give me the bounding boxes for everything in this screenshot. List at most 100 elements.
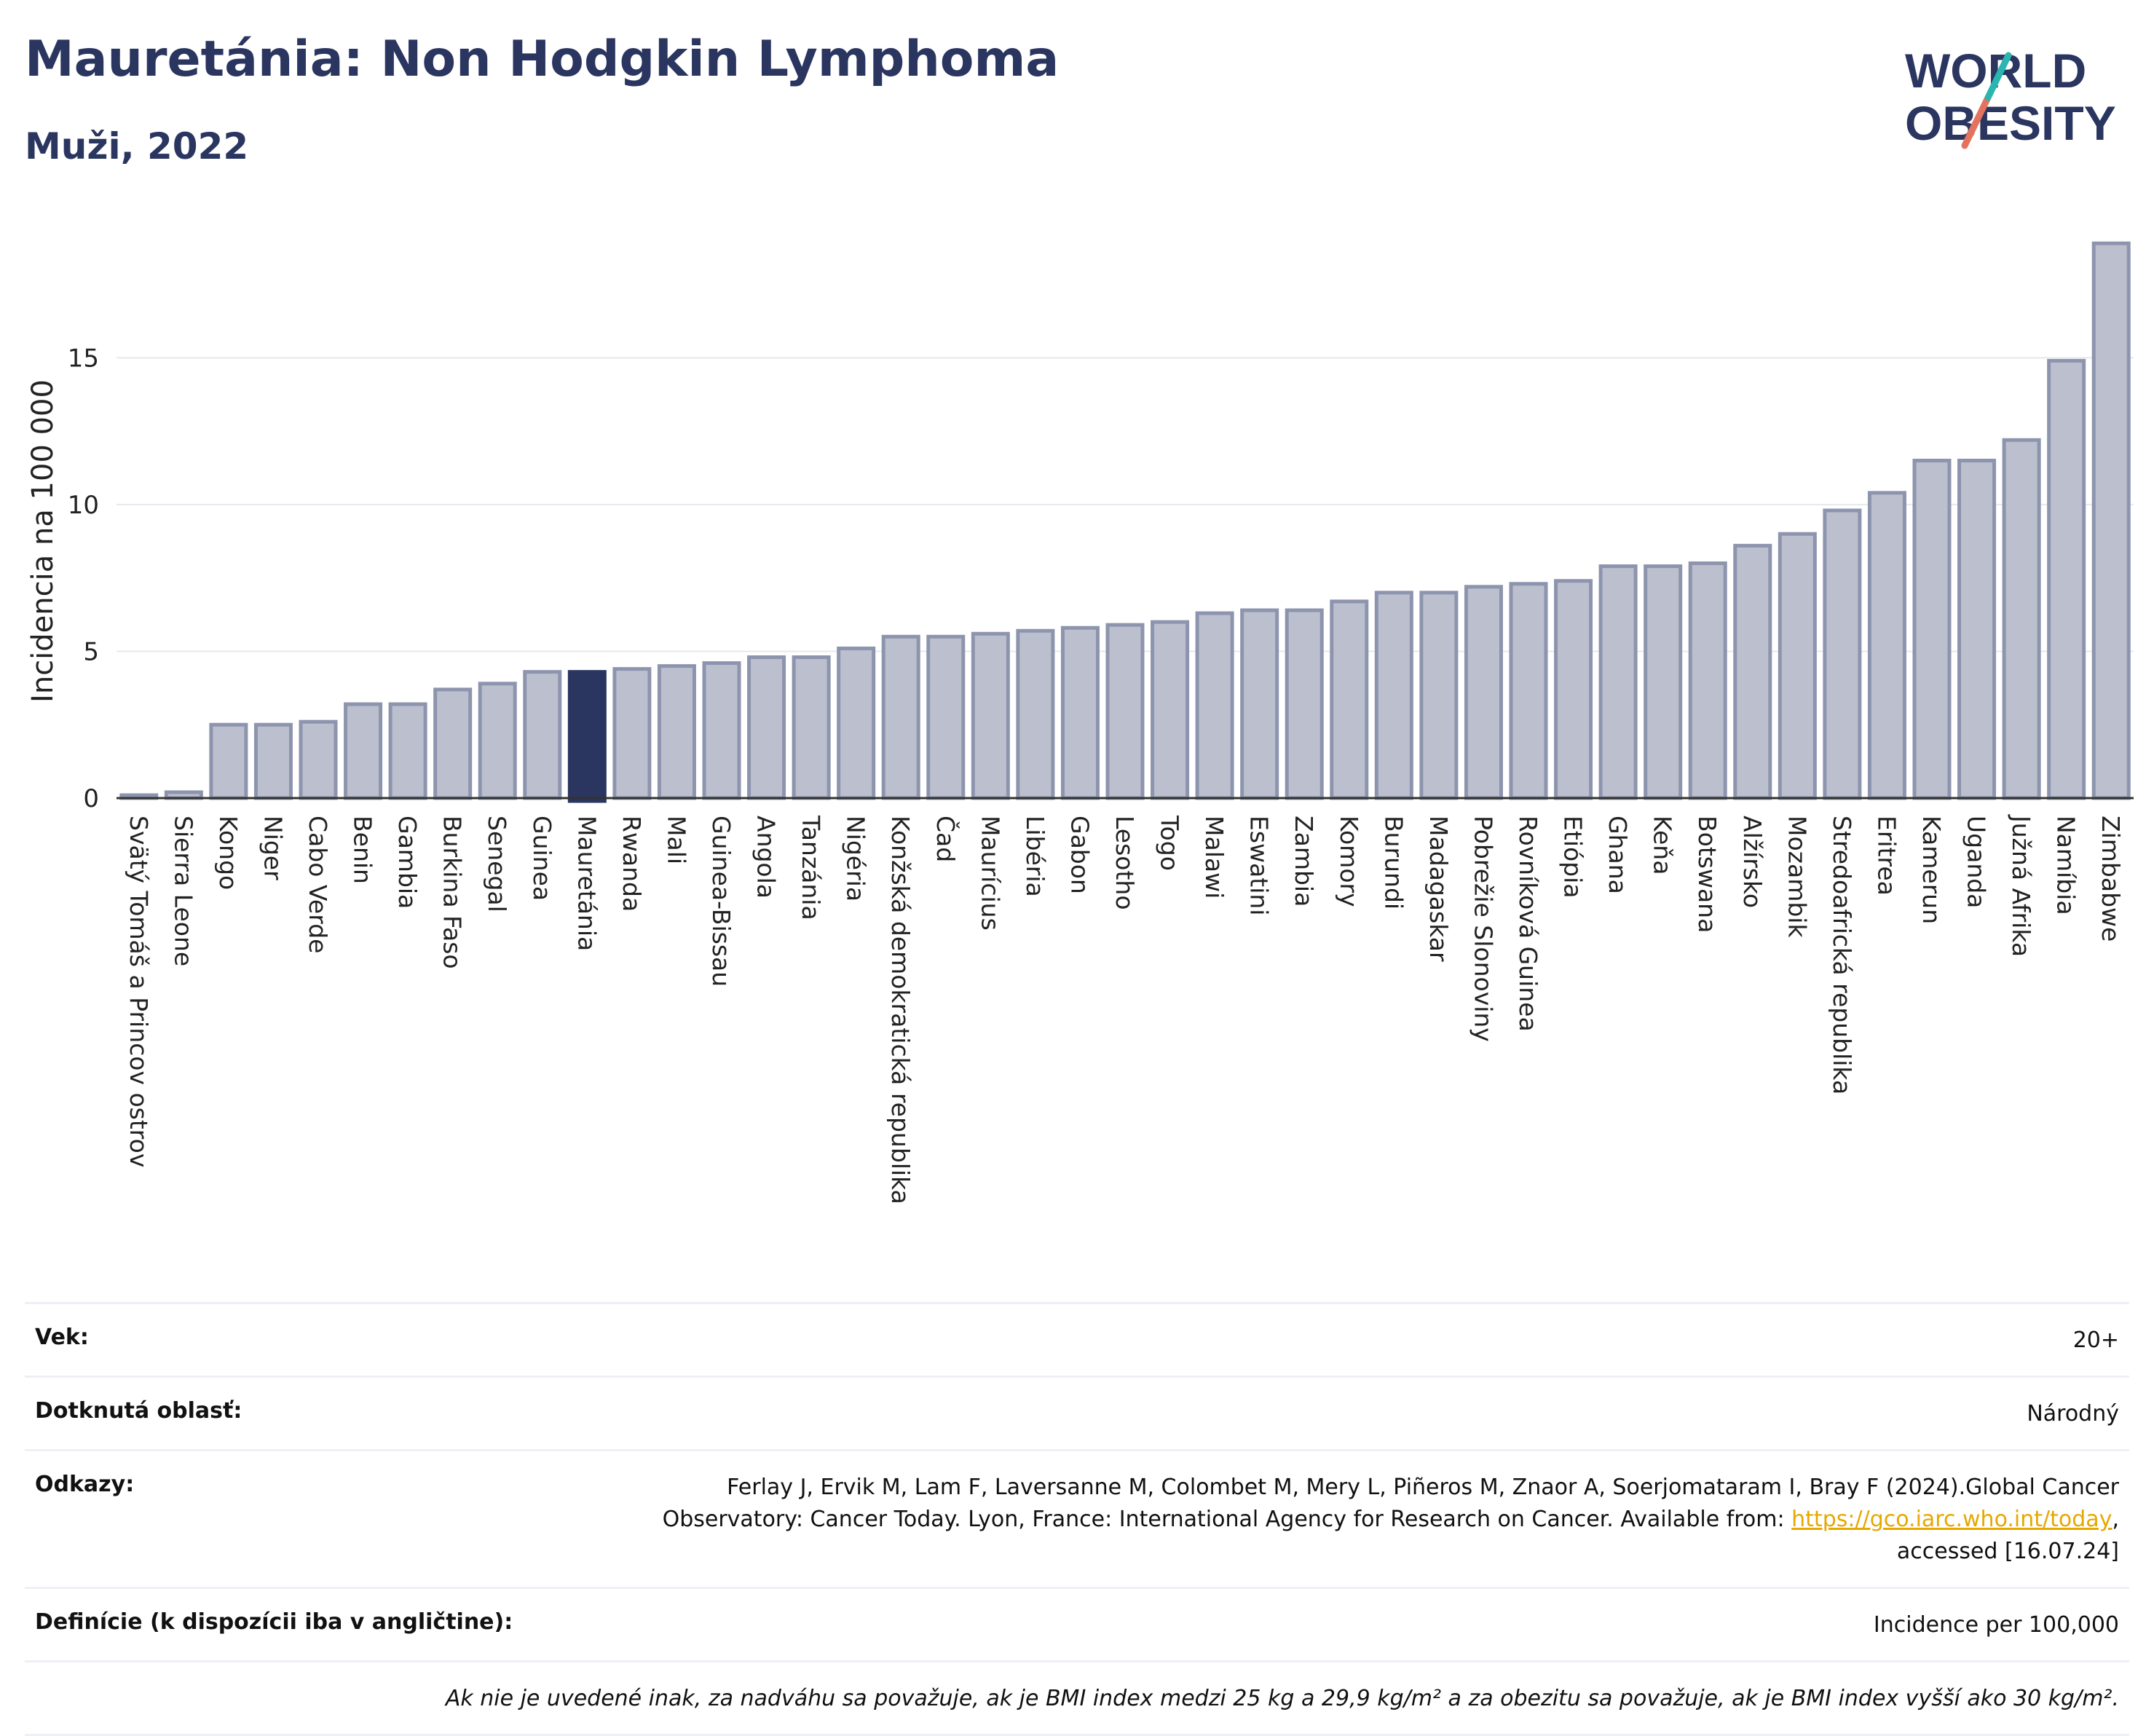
x-tick-label: Botswana [1693, 816, 1721, 933]
x-tick-label: Burkina Faso [438, 816, 467, 969]
bar [433, 687, 473, 800]
x-tick-label: Mali [662, 816, 690, 864]
info-row-area: Dotknutá oblasť: Národný [25, 1378, 2129, 1451]
y-tick-label: 0 [83, 784, 99, 813]
bar [567, 670, 607, 803]
bar [1733, 543, 1772, 800]
x-tick-label: Ghana [1603, 816, 1632, 894]
bar [1105, 623, 1145, 800]
page-subtitle: Muži, 2022 [25, 125, 249, 167]
bar [2047, 358, 2086, 800]
bar [1151, 620, 1190, 800]
bar [478, 682, 517, 800]
bar [1688, 561, 1727, 800]
world-obesity-logo: WORLD OBESITY [1905, 44, 2116, 150]
x-tick-label: Komory [1335, 816, 1363, 907]
age-value: 20+ [2072, 1327, 2119, 1353]
bar [299, 719, 338, 800]
bar [1419, 591, 1459, 800]
x-tick-label: Guinea-Bissau [707, 816, 735, 987]
page-title: Mauretánia: Non Hodgkin Lymphoma [25, 31, 1060, 88]
y-axis-title: Incidencia na 100 000 [26, 379, 60, 703]
x-tick-label: Tanzánia [797, 815, 825, 920]
bar [971, 631, 1010, 800]
bar [1867, 491, 1906, 800]
bar [1285, 608, 1324, 800]
definitions-value: Incidence per 100,000 [1873, 1612, 2119, 1638]
x-tick-label: Pobrežie Slonoviny [1469, 816, 1497, 1042]
x-tick-label: Eritrea [1872, 816, 1901, 896]
x-tick-label: Sierra Leone [169, 816, 197, 966]
x-tick-label: Keňa [1649, 816, 1677, 875]
bar [1016, 628, 1055, 800]
x-tick-label: Južná Afrika [2007, 814, 2035, 957]
x-tick-label: Senegal [483, 816, 511, 912]
info-row-references: Odkazy: Ferlay J, Ervik M, Lam F, Lavers… [25, 1451, 2129, 1589]
bar [1060, 626, 1100, 800]
x-tick-label: Togo [1156, 815, 1184, 871]
definitions-label: Definície (k dispozícii iba v angličtine… [35, 1609, 513, 1635]
references-line-2: Observatory: Cancer Today. Lyon, France:… [662, 1507, 1792, 1532]
bar [747, 655, 786, 800]
bar-chart: 0 5 10 15 Incidencia na 100 000 Svätý Tomáš a… [26, 241, 2134, 1204]
bar [253, 722, 293, 800]
x-tick-label: Guinea [528, 816, 556, 901]
x-tick-label: Kamerun [1917, 816, 1946, 924]
bar [612, 667, 652, 800]
references-line-1: Ferlay J, Ervik M, Lam F, Laversanne M, … [727, 1475, 2119, 1500]
x-tick-label: Zambia [1290, 816, 1318, 907]
references-value: Ferlay J, Ervik M, Lam F, Laversanne M, … [662, 1475, 2119, 1564]
x-tick-label: Eswatini [1245, 816, 1274, 915]
x-tick-label: Benin [349, 816, 377, 884]
bar [1464, 585, 1503, 800]
x-tick-label: Mozambik [1783, 816, 1811, 938]
bar [1823, 508, 1862, 800]
bar [1912, 458, 1952, 800]
logo-text-line2: OBESITY [1905, 96, 2116, 150]
x-tick-label: Rwanda [618, 816, 646, 912]
references-link[interactable]: https://gco.iarc.who.int/today [1791, 1507, 2112, 1532]
bar [1240, 608, 1279, 800]
x-tick-label: Etiópia [1559, 816, 1587, 899]
x-tick-label: Svätý Tomáš a Princov ostrov [125, 816, 153, 1167]
info-row-definitions: Definície (k dispozícii iba v angličtine… [25, 1589, 2129, 1662]
bar [1644, 564, 1683, 800]
logo-slash-red [1961, 94, 1992, 149]
y-tick-label: 15 [68, 344, 99, 373]
x-tick-label: Malawi [1200, 816, 1228, 899]
x-tick-label: Mauretánia [572, 816, 601, 951]
bar [2002, 438, 2041, 800]
bar [792, 655, 831, 800]
bar [388, 702, 427, 800]
y-tick-label: 10 [68, 491, 99, 520]
bar [1778, 532, 1817, 800]
bar [1374, 591, 1413, 800]
x-tick-label: Zimbabwe [2096, 816, 2125, 942]
x-tick-label: Cabo Verde [304, 816, 332, 953]
x-tick-label: Nigéria [842, 816, 870, 901]
bar [926, 634, 966, 800]
area-value: Národný [2027, 1401, 2119, 1427]
logo-slash-teal [1984, 52, 2012, 101]
bar [702, 661, 741, 800]
bar [1330, 599, 1369, 800]
x-tick-label: Lesotho [1110, 816, 1139, 910]
bar [523, 670, 562, 800]
x-tick-label: Konžská demokratická republika [886, 816, 915, 1204]
bar [1509, 582, 1548, 800]
x-tick-label: Maurícius [976, 816, 1004, 931]
references-label: Odkazy: [35, 1472, 135, 1497]
x-tick-label: Namíbia [2052, 816, 2080, 915]
bar [1957, 458, 1997, 800]
y-tick-label: 5 [83, 637, 99, 666]
bar [837, 646, 876, 800]
bar [209, 722, 248, 800]
info-row-note: Ak nie je uvedené inak, za nadváhu sa po… [25, 1662, 2129, 1736]
x-tick-label: Gambia [393, 816, 422, 909]
area-label: Dotknutá oblasť: [35, 1398, 242, 1424]
bar [2091, 241, 2131, 800]
x-tick-label: Kongo [214, 816, 242, 890]
bar [657, 664, 696, 800]
info-row-age: Vek: 20+ [25, 1304, 2129, 1378]
x-tick-label: Stredoafrická republika [1828, 816, 1856, 1094]
